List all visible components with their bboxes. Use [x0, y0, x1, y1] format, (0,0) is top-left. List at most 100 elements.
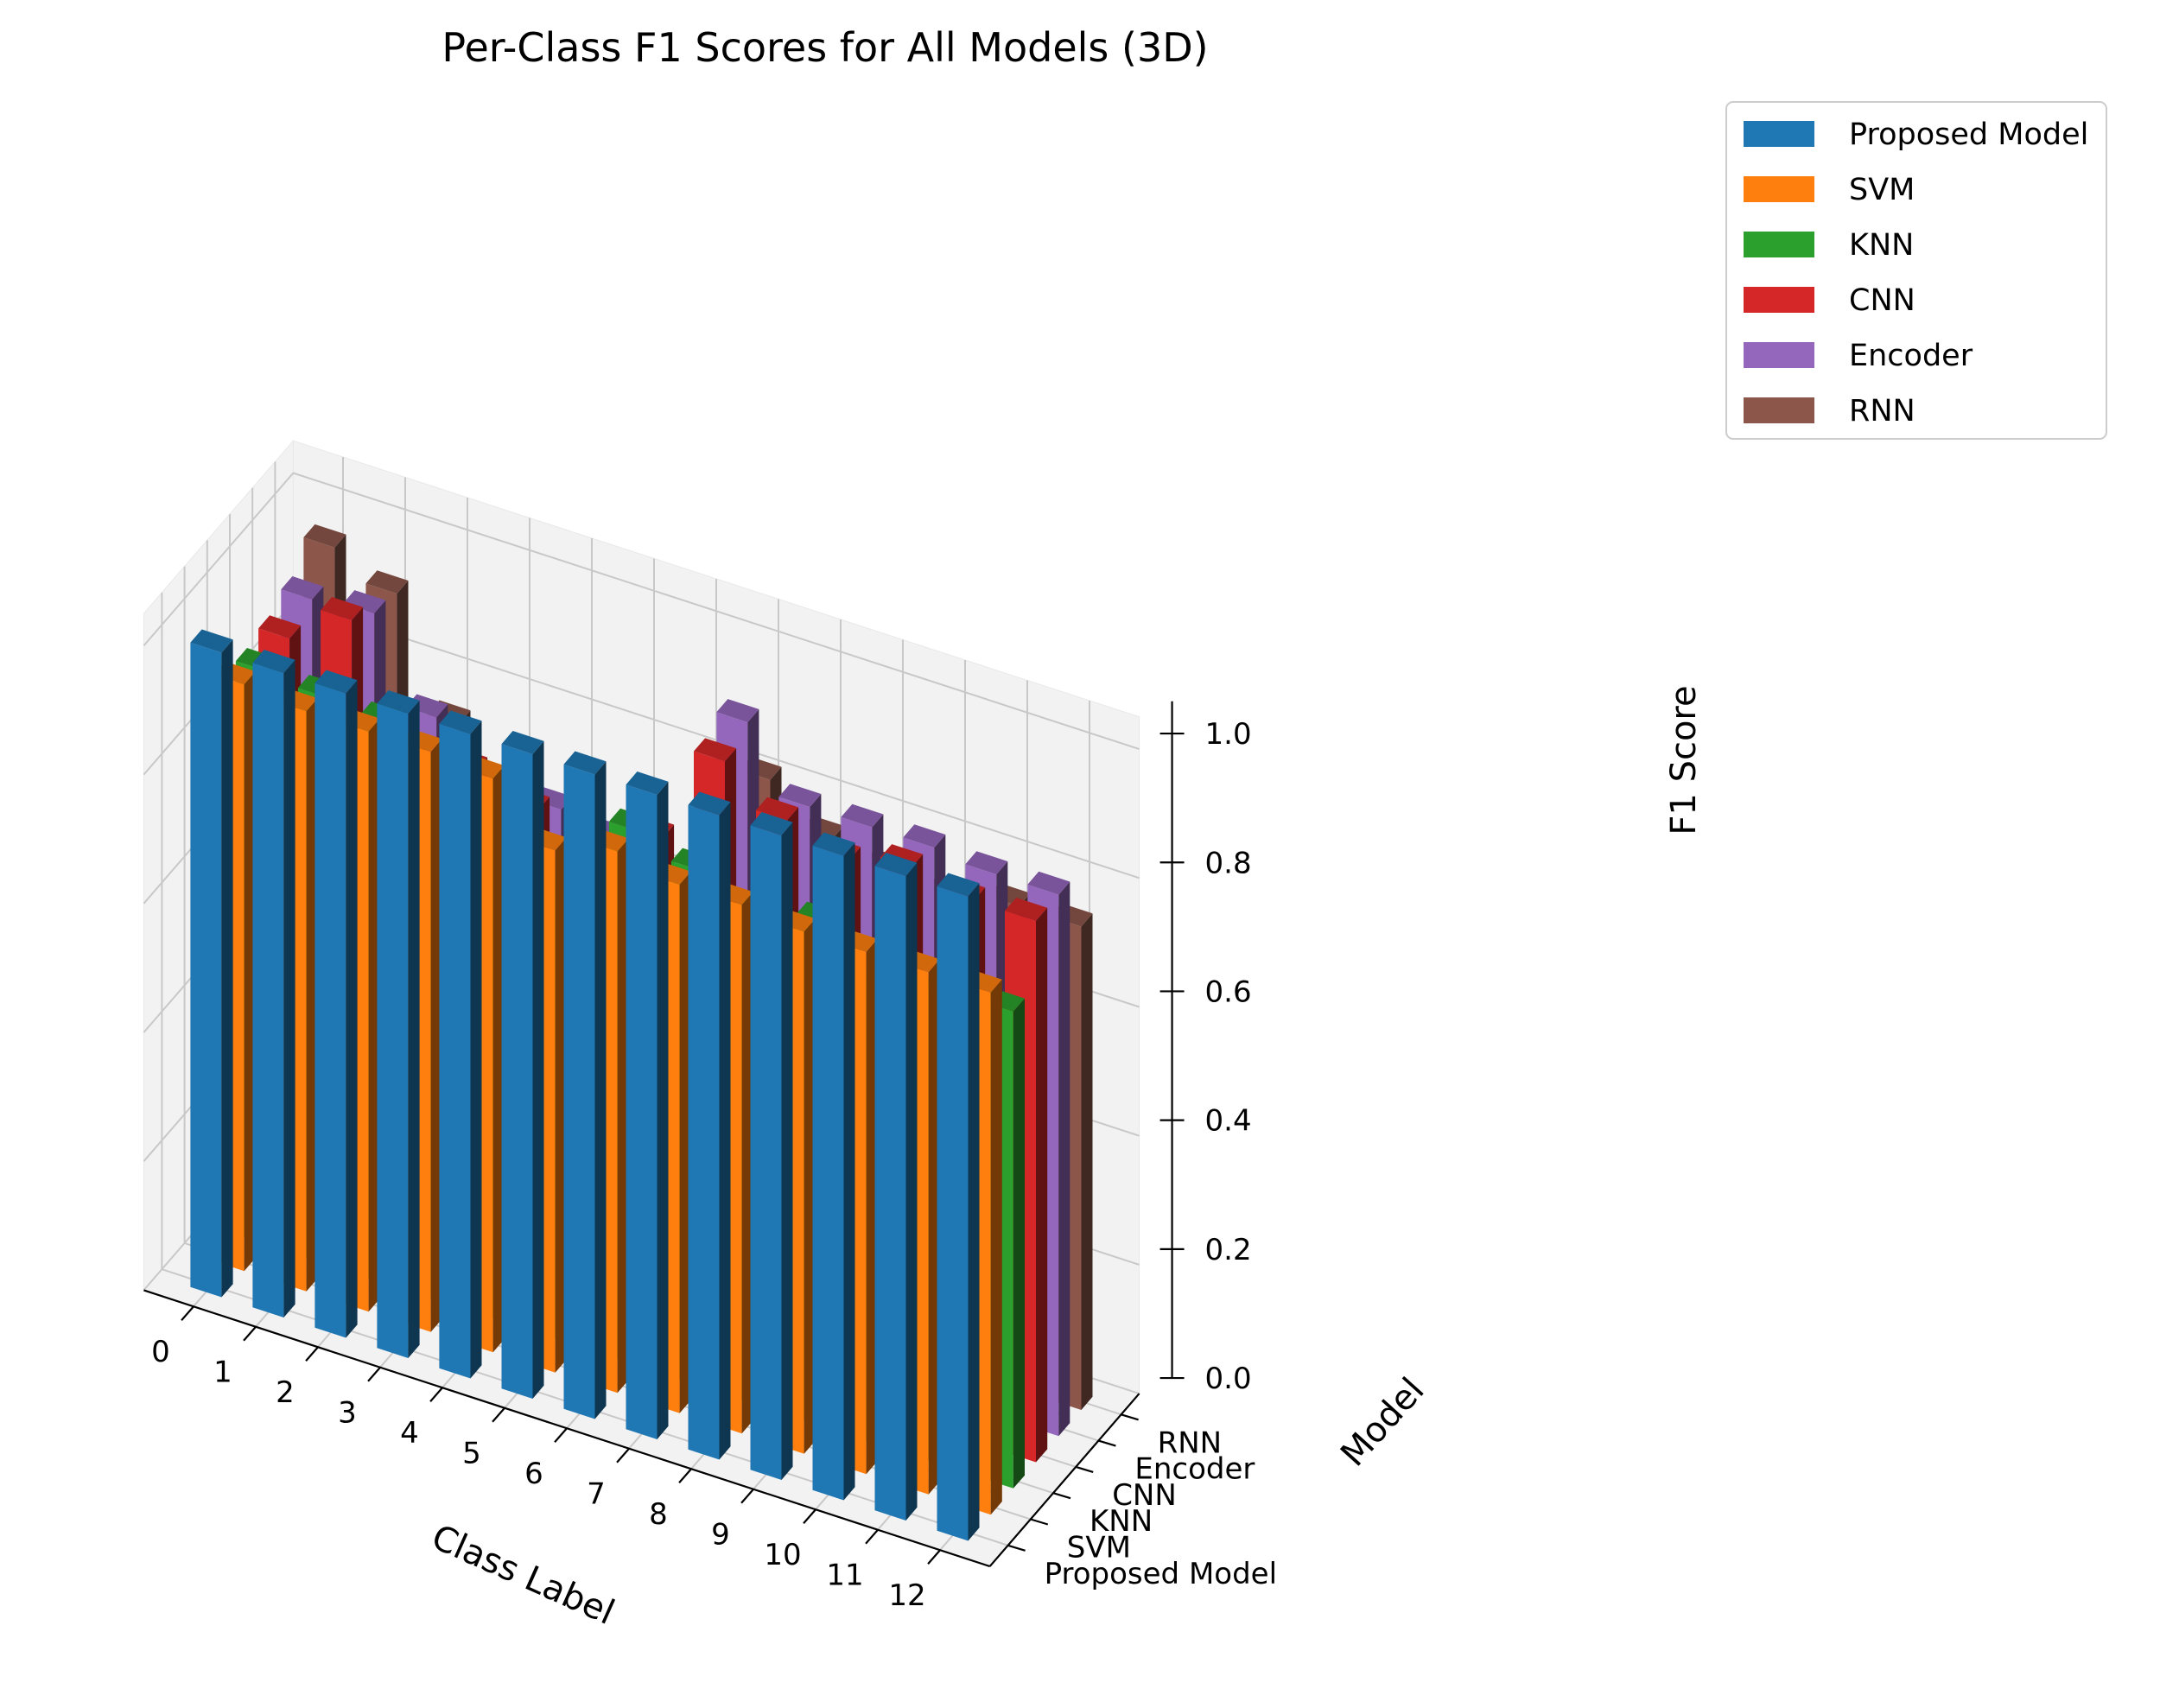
bar-front-face: [937, 886, 969, 1541]
x-tick: [429, 1387, 443, 1402]
bar-top-face: [841, 803, 884, 828]
legend-swatch: [1744, 176, 1814, 202]
bar-top-face: [750, 812, 793, 835]
legend-label: Proposed Model: [1849, 117, 2088, 152]
bar-top-face: [1027, 871, 1070, 895]
y-tick: [1075, 1465, 1094, 1473]
bar: [252, 650, 295, 1318]
x-tick-label: 6: [524, 1457, 543, 1491]
bar-top-face: [252, 650, 295, 673]
bar: [750, 812, 793, 1480]
bar: [688, 791, 731, 1460]
z-tick-label: 0.2: [1205, 1233, 1252, 1267]
bar: [314, 670, 358, 1338]
x-tick-label: 8: [649, 1497, 668, 1532]
bar-front-face: [314, 683, 346, 1338]
grid-line-z: [143, 472, 1140, 751]
bar-top-face: [439, 710, 482, 734]
bar-side-face: [532, 740, 544, 1399]
bar-top-face: [937, 873, 980, 897]
legend-swatch: [1744, 121, 1814, 147]
x-tick-label: 0: [151, 1335, 170, 1369]
z-tick-label: 0.8: [1205, 846, 1252, 880]
bar-front-face: [252, 663, 284, 1318]
legend-item: RNN: [1744, 394, 1915, 429]
bar-top-face: [1005, 898, 1048, 921]
y-tick-label: Proposed Model: [1045, 1557, 1277, 1591]
y-tick: [1007, 1544, 1026, 1552]
legend-item: CNN: [1744, 283, 1915, 318]
x-tick: [367, 1367, 381, 1382]
bar-top-face: [377, 690, 420, 714]
bar-top-face: [778, 784, 822, 808]
legend-swatch: [1744, 232, 1814, 257]
bar-top-face: [321, 597, 364, 620]
z-tick-label: 0.6: [1205, 975, 1252, 1009]
x-tick: [554, 1427, 568, 1443]
y-axis-label: Model: [1333, 1370, 1433, 1474]
bar-top-face: [626, 771, 669, 795]
bar-side-face: [283, 659, 295, 1318]
legend-swatch: [1744, 397, 1814, 423]
bar: [812, 832, 855, 1501]
bar-side-face: [719, 802, 731, 1460]
y-tick: [1052, 1492, 1071, 1500]
z-tick-label: 1.0: [1205, 717, 1252, 752]
legend-item: KNN: [1744, 228, 1914, 263]
bar-top-face: [688, 791, 731, 816]
bar-side-face: [990, 979, 1002, 1515]
bar-side-face: [1081, 913, 1093, 1410]
bar-side-face: [657, 781, 669, 1439]
x-tick-label: 2: [276, 1375, 295, 1410]
x-tick: [492, 1407, 505, 1423]
x-axis-line: [143, 1289, 990, 1568]
x-tick-label: 10: [764, 1538, 801, 1572]
bar-top-face: [716, 699, 759, 723]
bar-front-face: [688, 804, 720, 1460]
bar-side-face: [470, 721, 482, 1379]
x-tick: [243, 1326, 257, 1342]
legend-label: RNN: [1849, 394, 1915, 429]
bar-front-face: [439, 723, 471, 1379]
z-tick-label: 0.0: [1205, 1362, 1252, 1396]
bar: [937, 873, 980, 1541]
y-tick-label: Encoder: [1134, 1452, 1255, 1487]
bar: [626, 771, 669, 1439]
x-tick-label: 1: [213, 1356, 232, 1390]
bar-top-face: [694, 738, 737, 762]
bar: [377, 690, 420, 1358]
y-tick-label: SVM: [1067, 1531, 1131, 1565]
x-tick: [181, 1305, 194, 1321]
legend-swatch: [1744, 342, 1814, 368]
bar-top-face: [563, 751, 607, 775]
bar-top-face: [756, 797, 799, 821]
bar-front-face: [812, 845, 844, 1501]
bar-top-face: [965, 851, 1008, 875]
legend-label: KNN: [1849, 228, 1914, 263]
bar: [563, 751, 607, 1419]
x-axis-label: Class Label: [426, 1517, 620, 1633]
bar: [501, 731, 544, 1399]
x-tick-label: 5: [462, 1437, 481, 1471]
x-tick: [865, 1529, 879, 1545]
bar-top-face: [258, 615, 302, 639]
bar-top-face: [903, 824, 946, 848]
axes: [143, 701, 1185, 1568]
y-tick: [1030, 1518, 1049, 1526]
bar-side-face: [346, 680, 358, 1338]
bar-side-face: [781, 822, 793, 1480]
bar-side-face: [408, 700, 420, 1358]
bar-side-face: [594, 761, 607, 1419]
bar: [874, 853, 918, 1521]
legend-swatch: [1744, 287, 1814, 313]
x-tick: [740, 1489, 754, 1504]
x-tick-label: 12: [888, 1578, 925, 1613]
x-tick: [616, 1448, 630, 1464]
legend-label: Encoder: [1849, 339, 1973, 373]
x-tick: [305, 1346, 319, 1362]
bar-top-face: [190, 629, 233, 653]
bar-side-face: [968, 883, 980, 1541]
x-tick-label: 3: [338, 1396, 357, 1431]
